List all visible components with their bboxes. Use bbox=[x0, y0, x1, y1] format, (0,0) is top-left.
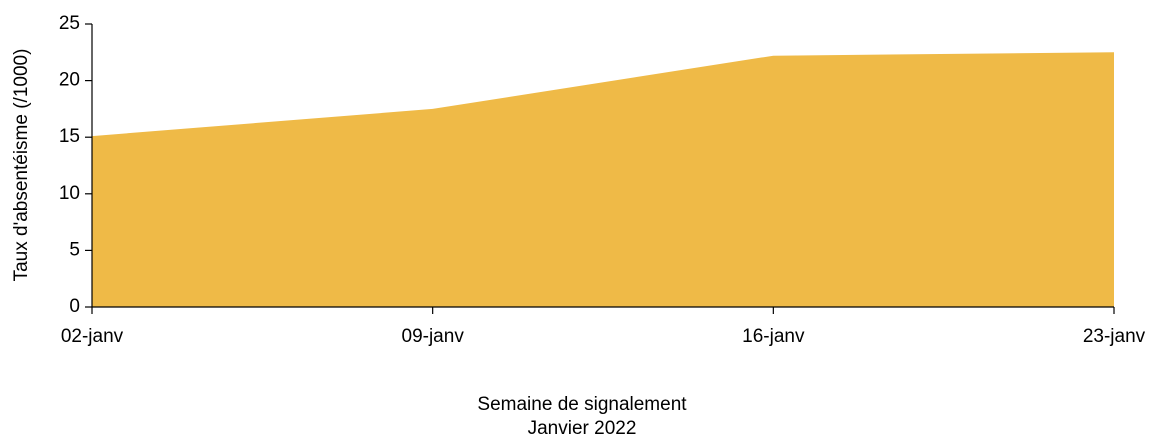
y-axis-label: Taux d'absentéisme (/1000) bbox=[11, 49, 32, 282]
x-axis-label: Semaine de signalement bbox=[477, 394, 687, 415]
y-tick-label: 5 bbox=[69, 239, 80, 260]
x-tick-label: 09-janv bbox=[402, 326, 465, 347]
x-axis-sublabel: Janvier 2022 bbox=[528, 418, 637, 439]
x-tick-label: 02-janv bbox=[61, 326, 124, 347]
y-tick-label: 25 bbox=[59, 13, 80, 34]
y-tick-label: 0 bbox=[69, 296, 80, 317]
y-tick-label: 20 bbox=[59, 70, 80, 91]
y-tick-label: 15 bbox=[59, 126, 80, 147]
y-tick-label: 10 bbox=[59, 183, 80, 204]
area bbox=[92, 52, 1114, 307]
x-tick-label: 16-janv bbox=[742, 326, 805, 347]
x-tick-label: 23-janv bbox=[1083, 326, 1146, 347]
